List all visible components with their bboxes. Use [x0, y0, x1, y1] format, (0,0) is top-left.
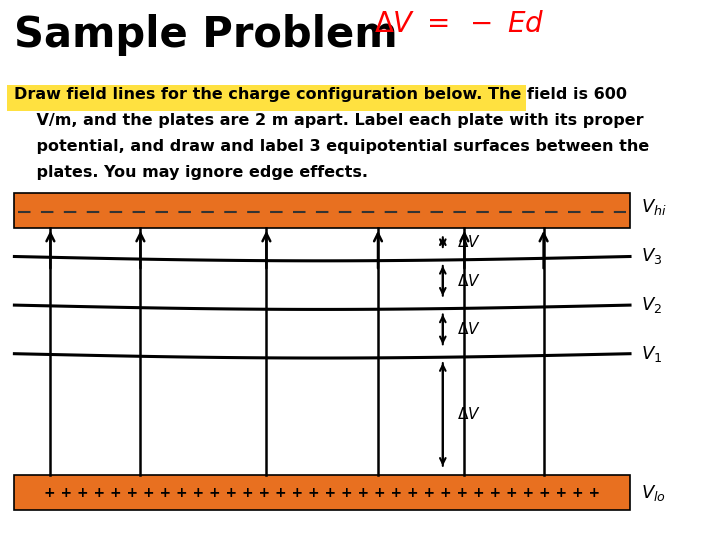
- Text: $\Delta V$: $\Delta V$: [457, 273, 481, 289]
- Text: $V_{hi}$: $V_{hi}$: [641, 197, 667, 217]
- Text: $\Delta V$: $\Delta V$: [457, 321, 481, 338]
- Text: $V_2$: $V_2$: [641, 295, 662, 315]
- Text: plates. You may ignore edge effects.: plates. You may ignore edge effects.: [14, 165, 369, 180]
- Text: Draw field lines for the charge configuration below. The field is 600: Draw field lines for the charge configur…: [14, 87, 627, 103]
- Text: $\Delta V\ =\ -\ Ed$: $\Delta V\ =\ -\ Ed$: [374, 11, 545, 38]
- Text: V/m, and the plates are 2 m apart. Label each plate with its proper: V/m, and the plates are 2 m apart. Label…: [14, 113, 644, 129]
- Text: Sample Problem: Sample Problem: [14, 14, 398, 56]
- Text: $V_3$: $V_3$: [641, 246, 662, 267]
- Text: $\Delta V$: $\Delta V$: [457, 407, 481, 422]
- Text: potential, and draw and label 3 equipotential surfaces between the: potential, and draw and label 3 equipote…: [14, 139, 649, 154]
- Bar: [14, 193, 630, 228]
- Bar: [14, 475, 630, 510]
- Bar: [7, 85, 526, 111]
- Text: $V_1$: $V_1$: [641, 343, 662, 364]
- Text: $\Delta V$: $\Delta V$: [457, 234, 481, 250]
- Text: $V_{lo}$: $V_{lo}$: [641, 483, 666, 503]
- Text: + + + + + + + + + + + + + + + + + + + + + + + + + + + + + + + + + +: + + + + + + + + + + + + + + + + + + + + …: [44, 486, 600, 500]
